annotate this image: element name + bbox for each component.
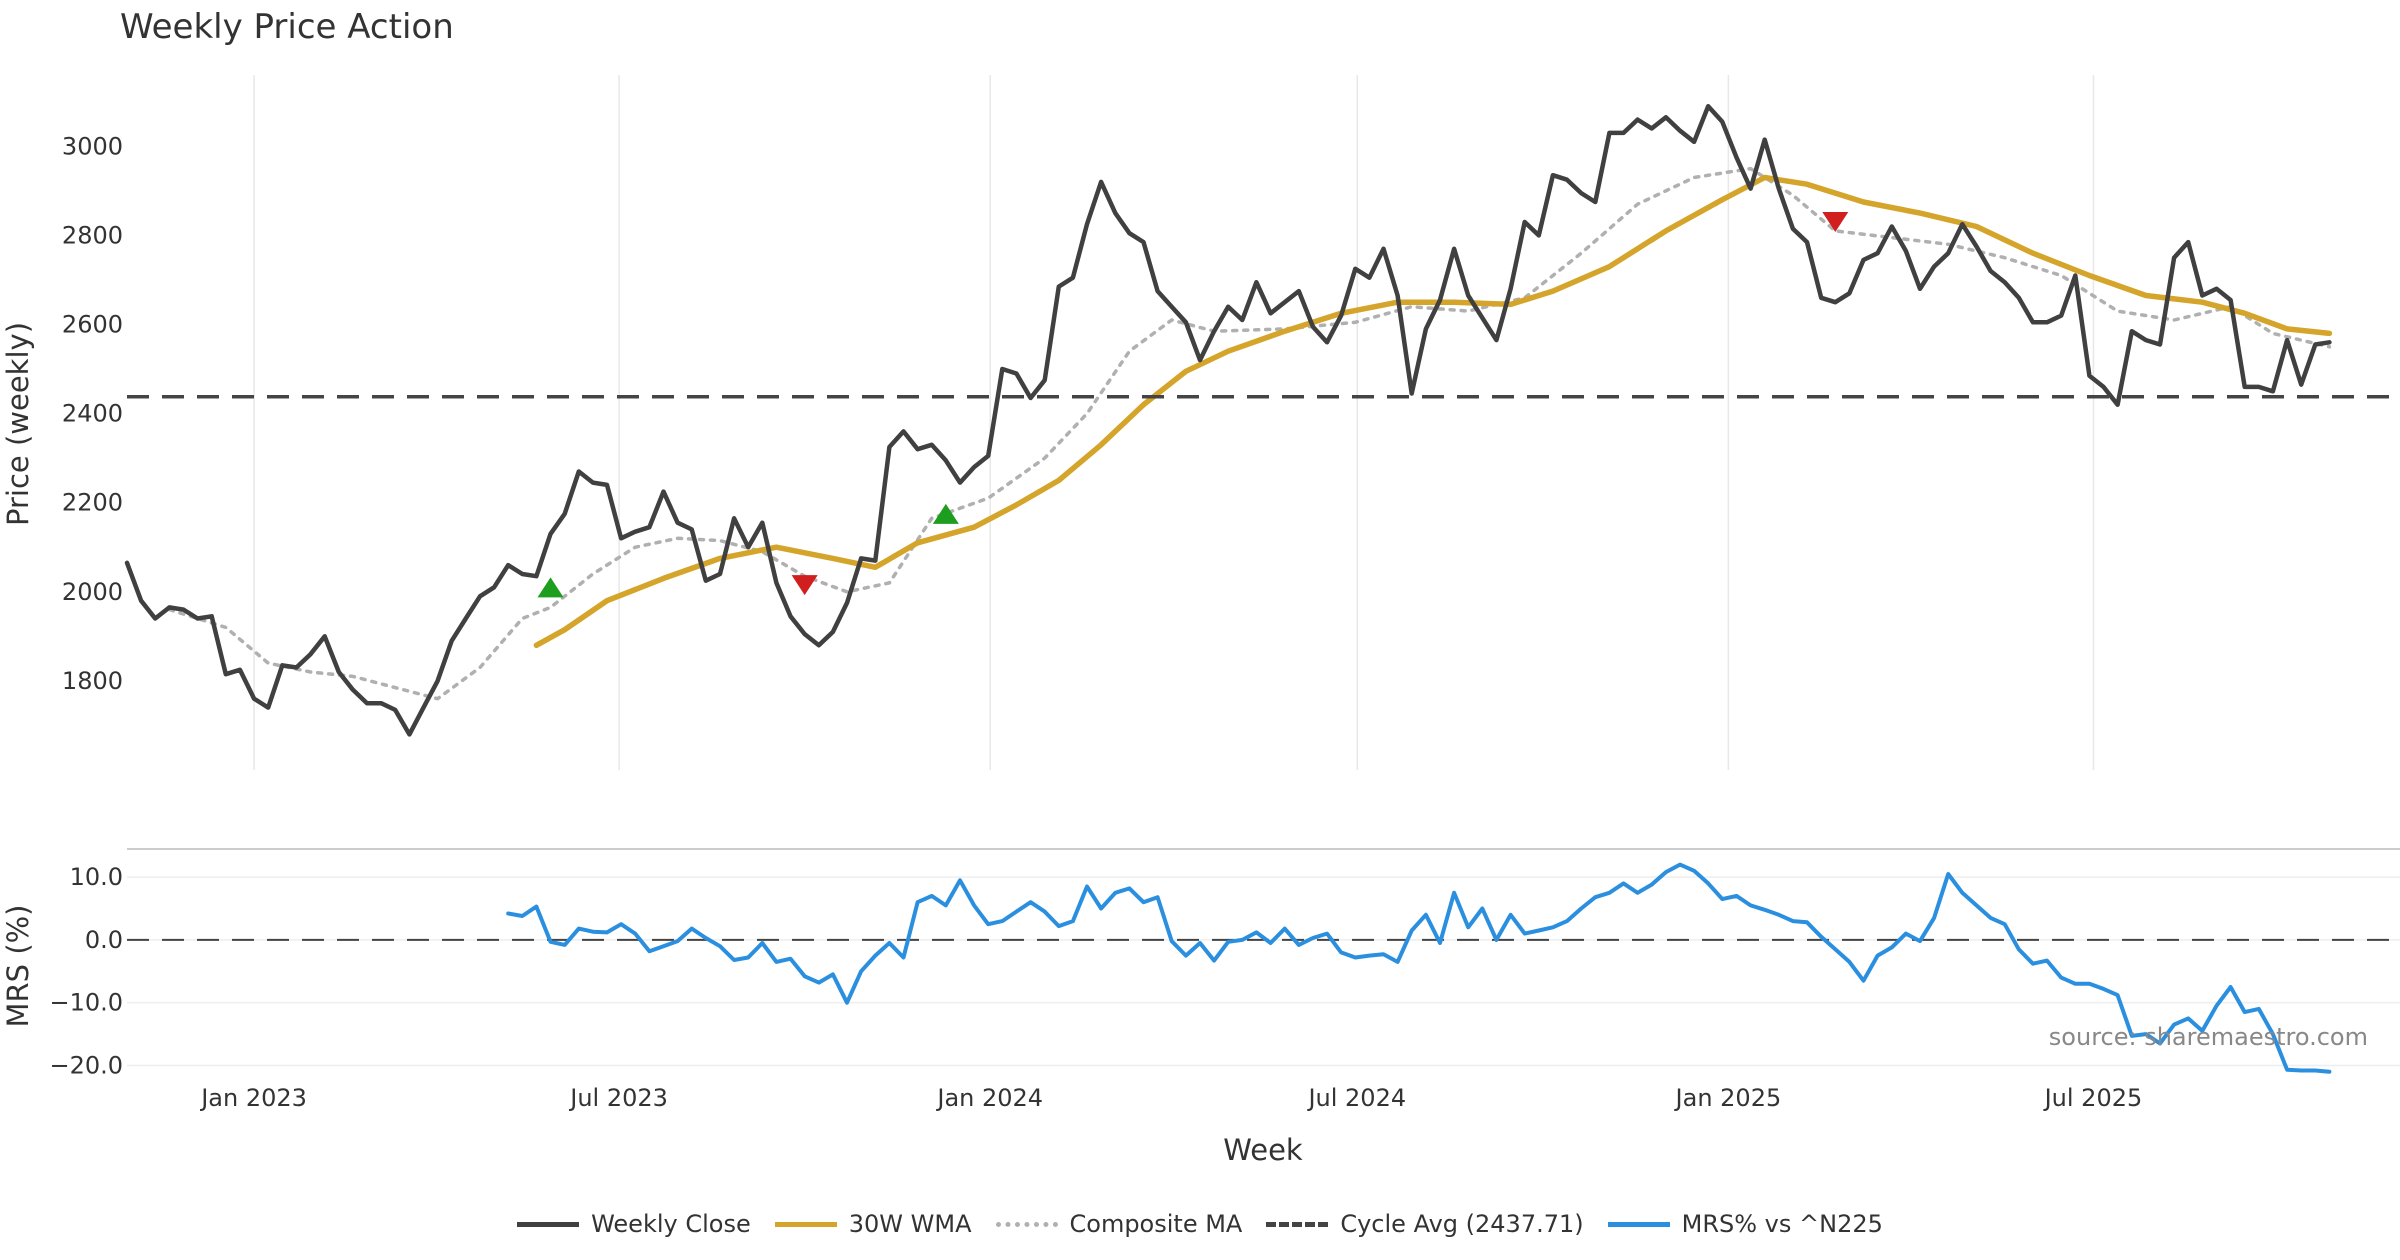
legend-label: Composite MA	[1069, 1210, 1243, 1238]
mrs-tick-label: −20.0	[49, 1051, 123, 1079]
y-tick-label: 2200	[62, 489, 123, 517]
legend-item: Weekly Close	[517, 1210, 751, 1238]
legend-label: MRS% vs ^N225	[1681, 1210, 1883, 1238]
x-axis-label: Week	[1223, 1133, 1303, 1167]
series-line-mrs-vs-n225	[506, 862, 2332, 1074]
legend-swatch	[1266, 1221, 1329, 1227]
y-tick-label: 2400	[62, 400, 123, 428]
legend-swatch	[517, 1221, 580, 1227]
y-tick-label: 2800	[62, 221, 123, 249]
series-line-weekly-close	[124, 103, 2332, 737]
sell-signal-marker	[1822, 212, 1849, 233]
legend-item: Cycle Avg (2437.71)	[1266, 1210, 1584, 1238]
chart-legend: Weekly Close 30W WMA Composite MA Cycle Avg…	[0, 1210, 2400, 1238]
price-series	[124, 103, 2400, 737]
mrs-tick-label: −10.0	[49, 989, 123, 1017]
price-axis-label: Price (weekly)	[1, 322, 35, 526]
source-note: source: sharemaestro.com	[2049, 1023, 2368, 1051]
y-tick-label: 2600	[62, 310, 123, 338]
chart-title: Weekly Price Action	[120, 7, 454, 47]
legend-label: Cycle Avg (2437.71)	[1340, 1210, 1584, 1238]
legend-swatch	[1607, 1221, 1670, 1227]
grid-lines	[127, 75, 2400, 1067]
mrs-tick-label: 10.0	[70, 863, 123, 891]
y-tick-label: 1800	[62, 667, 123, 695]
x-tick-label: Jul 2025	[2043, 1084, 2143, 1112]
series-line-composite-ma	[167, 166, 2332, 701]
mrs-tick-label: 0.0	[85, 926, 123, 954]
x-tick-label: Jan 2023	[199, 1084, 307, 1112]
mrs-axis-label: MRS (%)	[1, 905, 35, 1028]
x-tick-label: Jan 2024	[935, 1084, 1043, 1112]
legend-item: MRS% vs ^N225	[1607, 1210, 1883, 1238]
x-tick-label: Jan 2025	[1674, 1084, 1782, 1112]
x-tick-label: Jul 2023	[568, 1084, 668, 1112]
y-tick-label: 2000	[62, 578, 123, 606]
mrs-series	[127, 862, 2400, 1074]
tick-labels: Jan 2023 Jul 2023 Jan 2024 Jul 2024 Jan 2025…	[49, 132, 2142, 1112]
legend-item: Composite MA	[995, 1210, 1243, 1238]
legend-item: 30W WMA	[774, 1210, 972, 1238]
y-tick-label: 3000	[62, 132, 123, 160]
legend-swatch	[774, 1221, 837, 1227]
sell-signal-marker	[791, 575, 818, 596]
legend-label: 30W WMA	[848, 1210, 972, 1238]
buy-signal-marker	[537, 577, 564, 598]
x-tick-label: Jul 2024	[1306, 1084, 1406, 1112]
buy-signal-marker	[932, 503, 959, 524]
legend-label: Weekly Close	[591, 1210, 751, 1238]
legend-swatch	[995, 1221, 1058, 1227]
